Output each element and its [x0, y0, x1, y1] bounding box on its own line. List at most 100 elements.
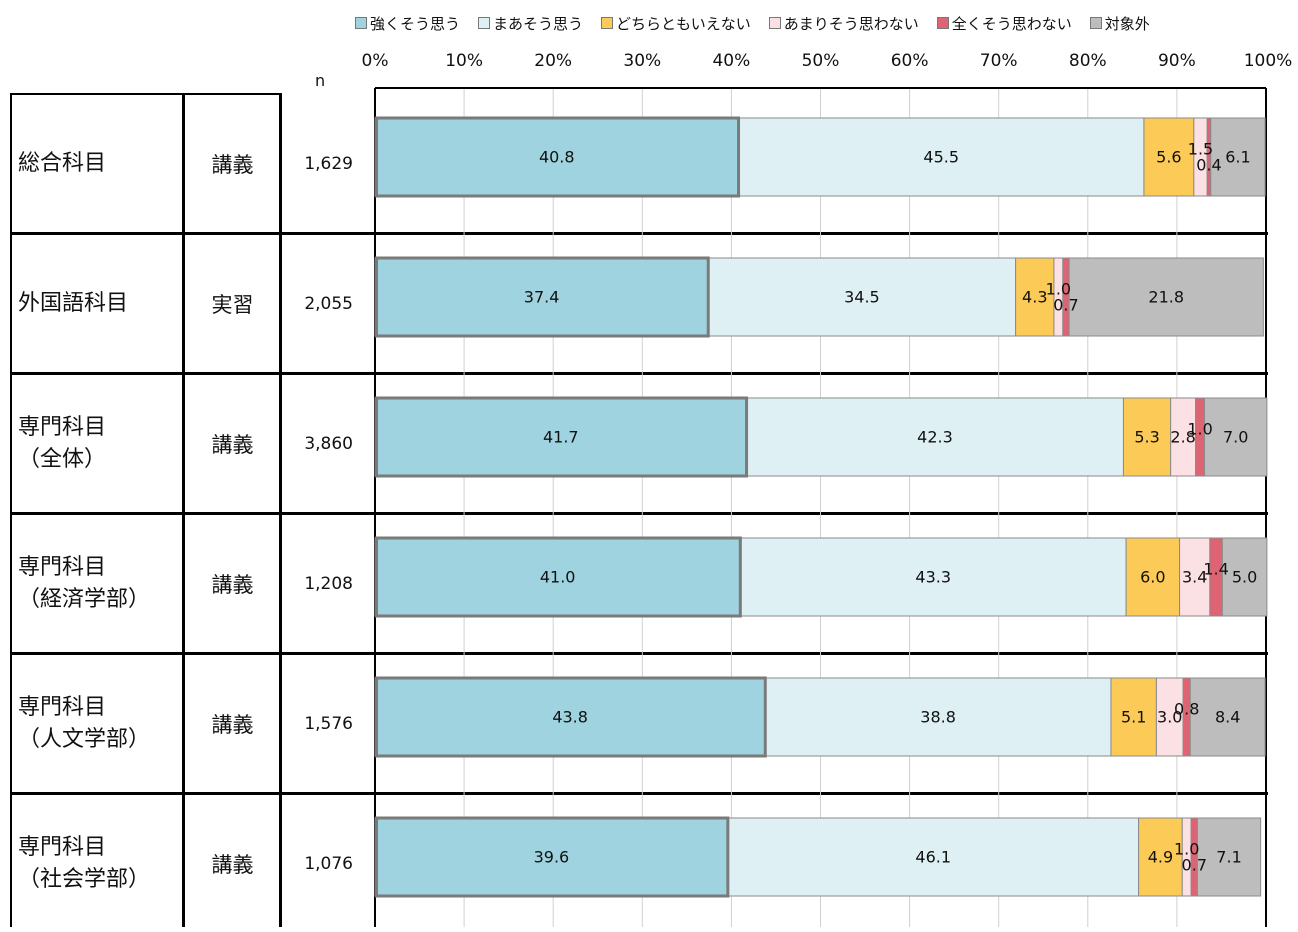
row-n: 1,208	[304, 573, 353, 594]
bar-value-label: 1.4	[1203, 560, 1228, 579]
row-n: 1,076	[304, 853, 353, 874]
bar-segment	[1110, 677, 1157, 757]
x-tick-label: 60%	[890, 51, 929, 71]
bar-value-label: 3.0	[1157, 708, 1182, 727]
x-tick-label: 90%	[1157, 51, 1196, 71]
bar-value-label: 41.7	[543, 428, 579, 447]
bar-value-label: 2.8	[1170, 428, 1195, 447]
bar-segment-outline	[375, 536, 742, 618]
bar-value-label: 5.3	[1134, 428, 1159, 447]
bar-value-label: 42.3	[917, 428, 953, 447]
bar-segment	[374, 537, 741, 617]
legend-swatch	[768, 17, 781, 29]
row-subject-line: （全体）	[18, 446, 107, 472]
bar-segment	[764, 677, 1112, 757]
legend-swatch	[478, 17, 491, 29]
legend-swatch	[1089, 17, 1102, 29]
legend-label: 対象外	[1104, 14, 1150, 33]
bar-segment	[1189, 677, 1266, 757]
row-subject-line: 外国語科目	[18, 290, 129, 316]
bar-segment	[1170, 397, 1197, 477]
row-subject: 専門科目 （人文学部）	[18, 655, 150, 792]
bar-segment	[739, 537, 1127, 617]
bar-segment	[374, 817, 729, 897]
bar-value-label: 7.0	[1223, 428, 1248, 447]
row-label-table	[10, 93, 282, 927]
bar-segment	[1122, 397, 1172, 477]
row-n: 1,576	[304, 713, 353, 734]
row-separator	[10, 652, 1268, 655]
x-tick-label: 0%	[361, 51, 389, 71]
row-n: 2,055	[304, 293, 353, 314]
legend-item: 全くそう思わない	[936, 13, 1072, 34]
row-type: 講義	[211, 152, 254, 177]
x-tick-label: 100%	[1243, 51, 1293, 71]
bar-segment	[1015, 257, 1055, 337]
table-divider-n	[279, 93, 282, 927]
row-separator	[10, 512, 1268, 515]
legend-label: 強くそう思う	[370, 14, 461, 33]
bar-value-label: 38.8	[920, 708, 956, 727]
legend-label: あまりそう思わない	[783, 14, 919, 33]
x-tick-label: 70%	[979, 51, 1018, 71]
bar-value-label: 6.1	[1225, 148, 1250, 167]
bar-value-label: 4.9	[1148, 848, 1173, 867]
row-subject-line: 専門科目	[18, 554, 107, 580]
bar-segment	[1155, 677, 1184, 757]
bar-segment	[746, 397, 1124, 477]
legend-swatch	[601, 17, 614, 29]
bar-value-label: 46.1	[915, 848, 951, 867]
row-subject: 専門科目 （経済学部）	[18, 515, 150, 652]
bar-segment	[1179, 537, 1211, 617]
bar-value-label: 0.7	[1182, 856, 1207, 875]
x-tick-label: 80%	[1068, 51, 1107, 71]
x-tick-label: 20%	[534, 51, 573, 71]
bar-value-label: 21.8	[1148, 288, 1184, 307]
bar-segment	[1210, 117, 1266, 197]
bar-value-label: 1.5	[1188, 140, 1213, 159]
bar-segment-outline	[375, 256, 710, 338]
bar-value-label: 8.4	[1215, 708, 1240, 727]
bar-segment-outline	[375, 676, 767, 758]
bar-value-label: 5.1	[1121, 708, 1146, 727]
x-tick-label: 50%	[801, 51, 840, 71]
x-tick-label: 30%	[623, 51, 662, 71]
chart-legend: 強くそう思う まあそう思う どちらともいえない あまりそう思わない 全くそう思わない 対象…	[355, 11, 1168, 35]
legend-item: 対象外	[1089, 13, 1150, 34]
bar-segment-outline	[375, 116, 741, 198]
bar-segment	[374, 397, 748, 477]
row-subject: 専門科目 （社会学部）	[18, 795, 150, 932]
legend-swatch	[936, 17, 949, 29]
bar-value-label: 1.0	[1174, 840, 1199, 859]
row-n: 3,860	[304, 433, 353, 454]
bar-value-label: 0.7	[1053, 296, 1078, 315]
row-type: 講義	[211, 572, 254, 597]
bar-segment	[1221, 537, 1268, 617]
legend-swatch	[355, 17, 367, 29]
bar-value-label: 5.6	[1156, 148, 1181, 167]
x-tick-label: 40%	[712, 51, 751, 71]
bar-segment-outline	[375, 816, 730, 898]
bar-segment	[1068, 257, 1264, 337]
bar-value-label: 4.3	[1022, 288, 1047, 307]
bar-segment	[738, 117, 1145, 197]
row-subject-line: 専門科目	[18, 694, 107, 720]
bar-value-label: 43.8	[552, 708, 588, 727]
bar-value-label: 0.4	[1196, 156, 1221, 175]
bar-value-label: 3.4	[1182, 568, 1207, 587]
bar-value-label: 41.0	[540, 568, 576, 587]
legend-label: どちらともいえない	[616, 14, 751, 33]
row-type: 講義	[211, 852, 254, 877]
x-tick-label: 10%	[445, 51, 483, 71]
row-subject-line: 総合科目	[18, 150, 107, 176]
bar-value-label: 40.8	[539, 148, 575, 167]
legend-item: あまりそう思わない	[768, 13, 919, 34]
bar-value-label: 43.3	[915, 568, 951, 587]
row-subject-line: 専門科目	[18, 414, 107, 440]
bar-segment	[1196, 817, 1262, 897]
row-separator	[10, 792, 1268, 795]
row-subject: 総合科目	[18, 95, 106, 232]
bar-segment	[1143, 117, 1195, 197]
row-separator	[10, 232, 1268, 235]
